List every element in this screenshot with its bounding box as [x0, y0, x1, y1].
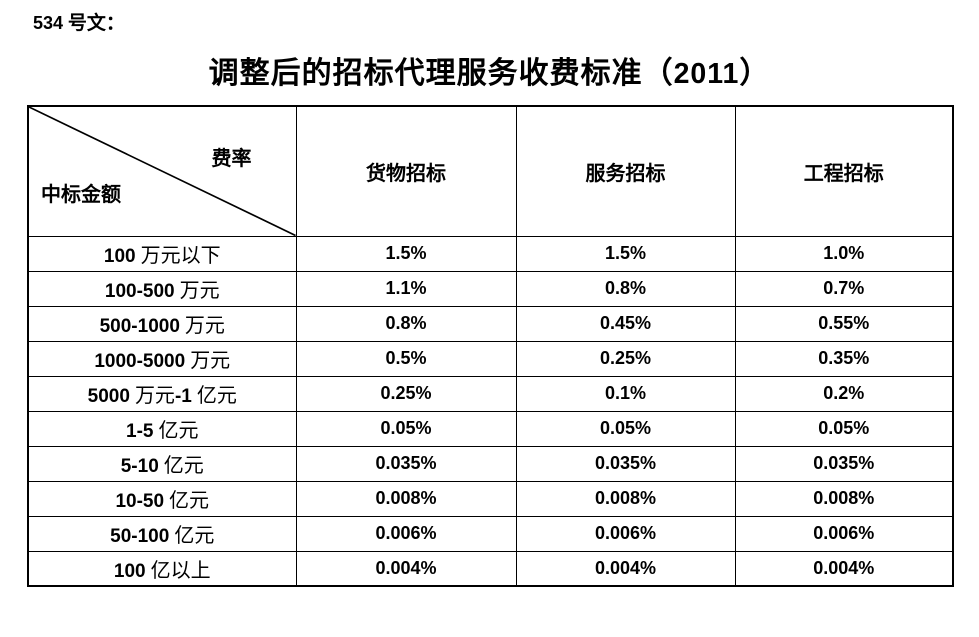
latin-text: 1000-5000: [94, 351, 186, 372]
table-row: 100-500 万元 1.1% 0.8% 0.7%: [27, 270, 954, 307]
rate-value: 0.004%: [515, 550, 736, 587]
table-row: 5000 万元-1 亿元 0.25% 0.1% 0.2%: [27, 375, 954, 412]
table-row: 10-50 亿元 0.008% 0.008% 0.008%: [27, 480, 954, 517]
row-label: 1000-5000 万元: [27, 340, 297, 377]
rate-value: 0.006%: [515, 515, 736, 552]
row-label: 5-10 亿元: [27, 445, 297, 482]
latin-text: 100-500: [104, 281, 175, 302]
rate-value: 0.008%: [515, 480, 736, 517]
latin-text: 534: [33, 13, 64, 33]
latin-text: 10-50: [115, 491, 165, 512]
column-header: 服务招标: [515, 105, 736, 237]
rate-value: 0.006%: [295, 515, 517, 552]
rate-value: 0.7%: [734, 270, 954, 307]
row-label: 1-5 亿元: [27, 410, 297, 447]
corner-label-amount: 中标金额: [41, 184, 121, 206]
rate-value: 0.004%: [734, 550, 954, 587]
rate-value: 0.004%: [295, 550, 517, 587]
latin-text: 2011: [673, 58, 740, 90]
row-label: 500-1000 万元: [27, 305, 297, 342]
doc-number-label: 534 号文：: [33, 13, 125, 34]
table-row: 50-100 亿元 0.006% 0.006% 0.006%: [27, 515, 954, 552]
corner-header-cell: 费率 中标金额: [27, 105, 297, 237]
rate-value: 0.25%: [515, 340, 736, 377]
latin-text: 500-1000: [99, 316, 180, 337]
rate-value: 1.5%: [295, 235, 517, 272]
latin-text: 5000: [87, 386, 130, 407]
latin-text: 1-5: [126, 421, 154, 442]
page-title: 调整后的招标代理服务收费标准（2011）: [208, 57, 771, 90]
row-label: 100 万元以下: [27, 235, 297, 272]
rate-value: 0.05%: [734, 410, 954, 447]
fee-standard-table: 费率 中标金额 货物招标 服务招标 工程招标 100 万元以下 1.5% 1.5% 1.0…: [27, 105, 954, 587]
rate-value: 0.8%: [295, 305, 517, 342]
header-row: 费率 中标金额 货物招标 服务招标 工程招标: [27, 105, 954, 237]
rate-value: 0.008%: [295, 480, 517, 517]
diagonal-line: [29, 107, 295, 235]
rate-value: 0.2%: [734, 375, 954, 412]
rate-value: 0.5%: [295, 340, 517, 377]
table-row: 100 亿以上 0.004% 0.004% 0.004%: [27, 550, 954, 587]
rate-value: 1.0%: [734, 235, 954, 272]
table-body: 100 万元以下 1.5% 1.5% 1.0% 100-500 万元 1.1% 0.8% 0.…: [27, 235, 954, 587]
column-header: 货物招标: [295, 105, 517, 237]
document-page: 534 号文： 调整后的招标代理服务收费标准（2011） 费率 中标金额 货物招…: [27, 8, 954, 587]
latin-text: 100: [103, 246, 136, 267]
column-header: 工程招标: [734, 105, 954, 237]
row-label: 50-100 亿元: [27, 515, 297, 552]
table-row: 1000-5000 万元 0.5% 0.25% 0.35%: [27, 340, 954, 377]
rate-value: 1.1%: [295, 270, 517, 307]
row-label: 100 亿以上: [27, 550, 297, 587]
rate-value: 0.45%: [515, 305, 736, 342]
latin-text: -1: [174, 386, 192, 407]
rate-value: 0.55%: [734, 305, 954, 342]
table-row: 500-1000 万元 0.8% 0.45% 0.55%: [27, 305, 954, 342]
rate-value: 0.05%: [295, 410, 517, 447]
rate-value: 0.035%: [295, 445, 517, 482]
row-label: 100-500 万元: [27, 270, 297, 307]
latin-text: 5-10: [120, 456, 159, 477]
rate-value: 1.5%: [515, 235, 736, 272]
rate-value: 0.1%: [515, 375, 736, 412]
row-label: 10-50 亿元: [27, 480, 297, 517]
row-label: 5000 万元-1 亿元: [27, 375, 297, 412]
rate-value: 0.035%: [734, 445, 954, 482]
corner-label-rate: 费率: [211, 148, 252, 170]
rate-value: 0.05%: [515, 410, 736, 447]
rate-value: 0.25%: [295, 375, 517, 412]
latin-text: 50-100: [110, 526, 170, 547]
rate-value: 0.8%: [515, 270, 736, 307]
latin-text: 100: [113, 560, 146, 582]
table-row: 100 万元以下 1.5% 1.5% 1.0%: [27, 235, 954, 272]
rate-value: 0.008%: [734, 480, 954, 517]
rate-value: 0.006%: [734, 515, 954, 552]
table-row: 5-10 亿元 0.035% 0.035% 0.035%: [27, 445, 954, 482]
table-row: 1-5 亿元 0.05% 0.05% 0.05%: [27, 410, 954, 447]
rate-value: 0.35%: [734, 340, 954, 377]
rate-value: 0.035%: [515, 445, 736, 482]
